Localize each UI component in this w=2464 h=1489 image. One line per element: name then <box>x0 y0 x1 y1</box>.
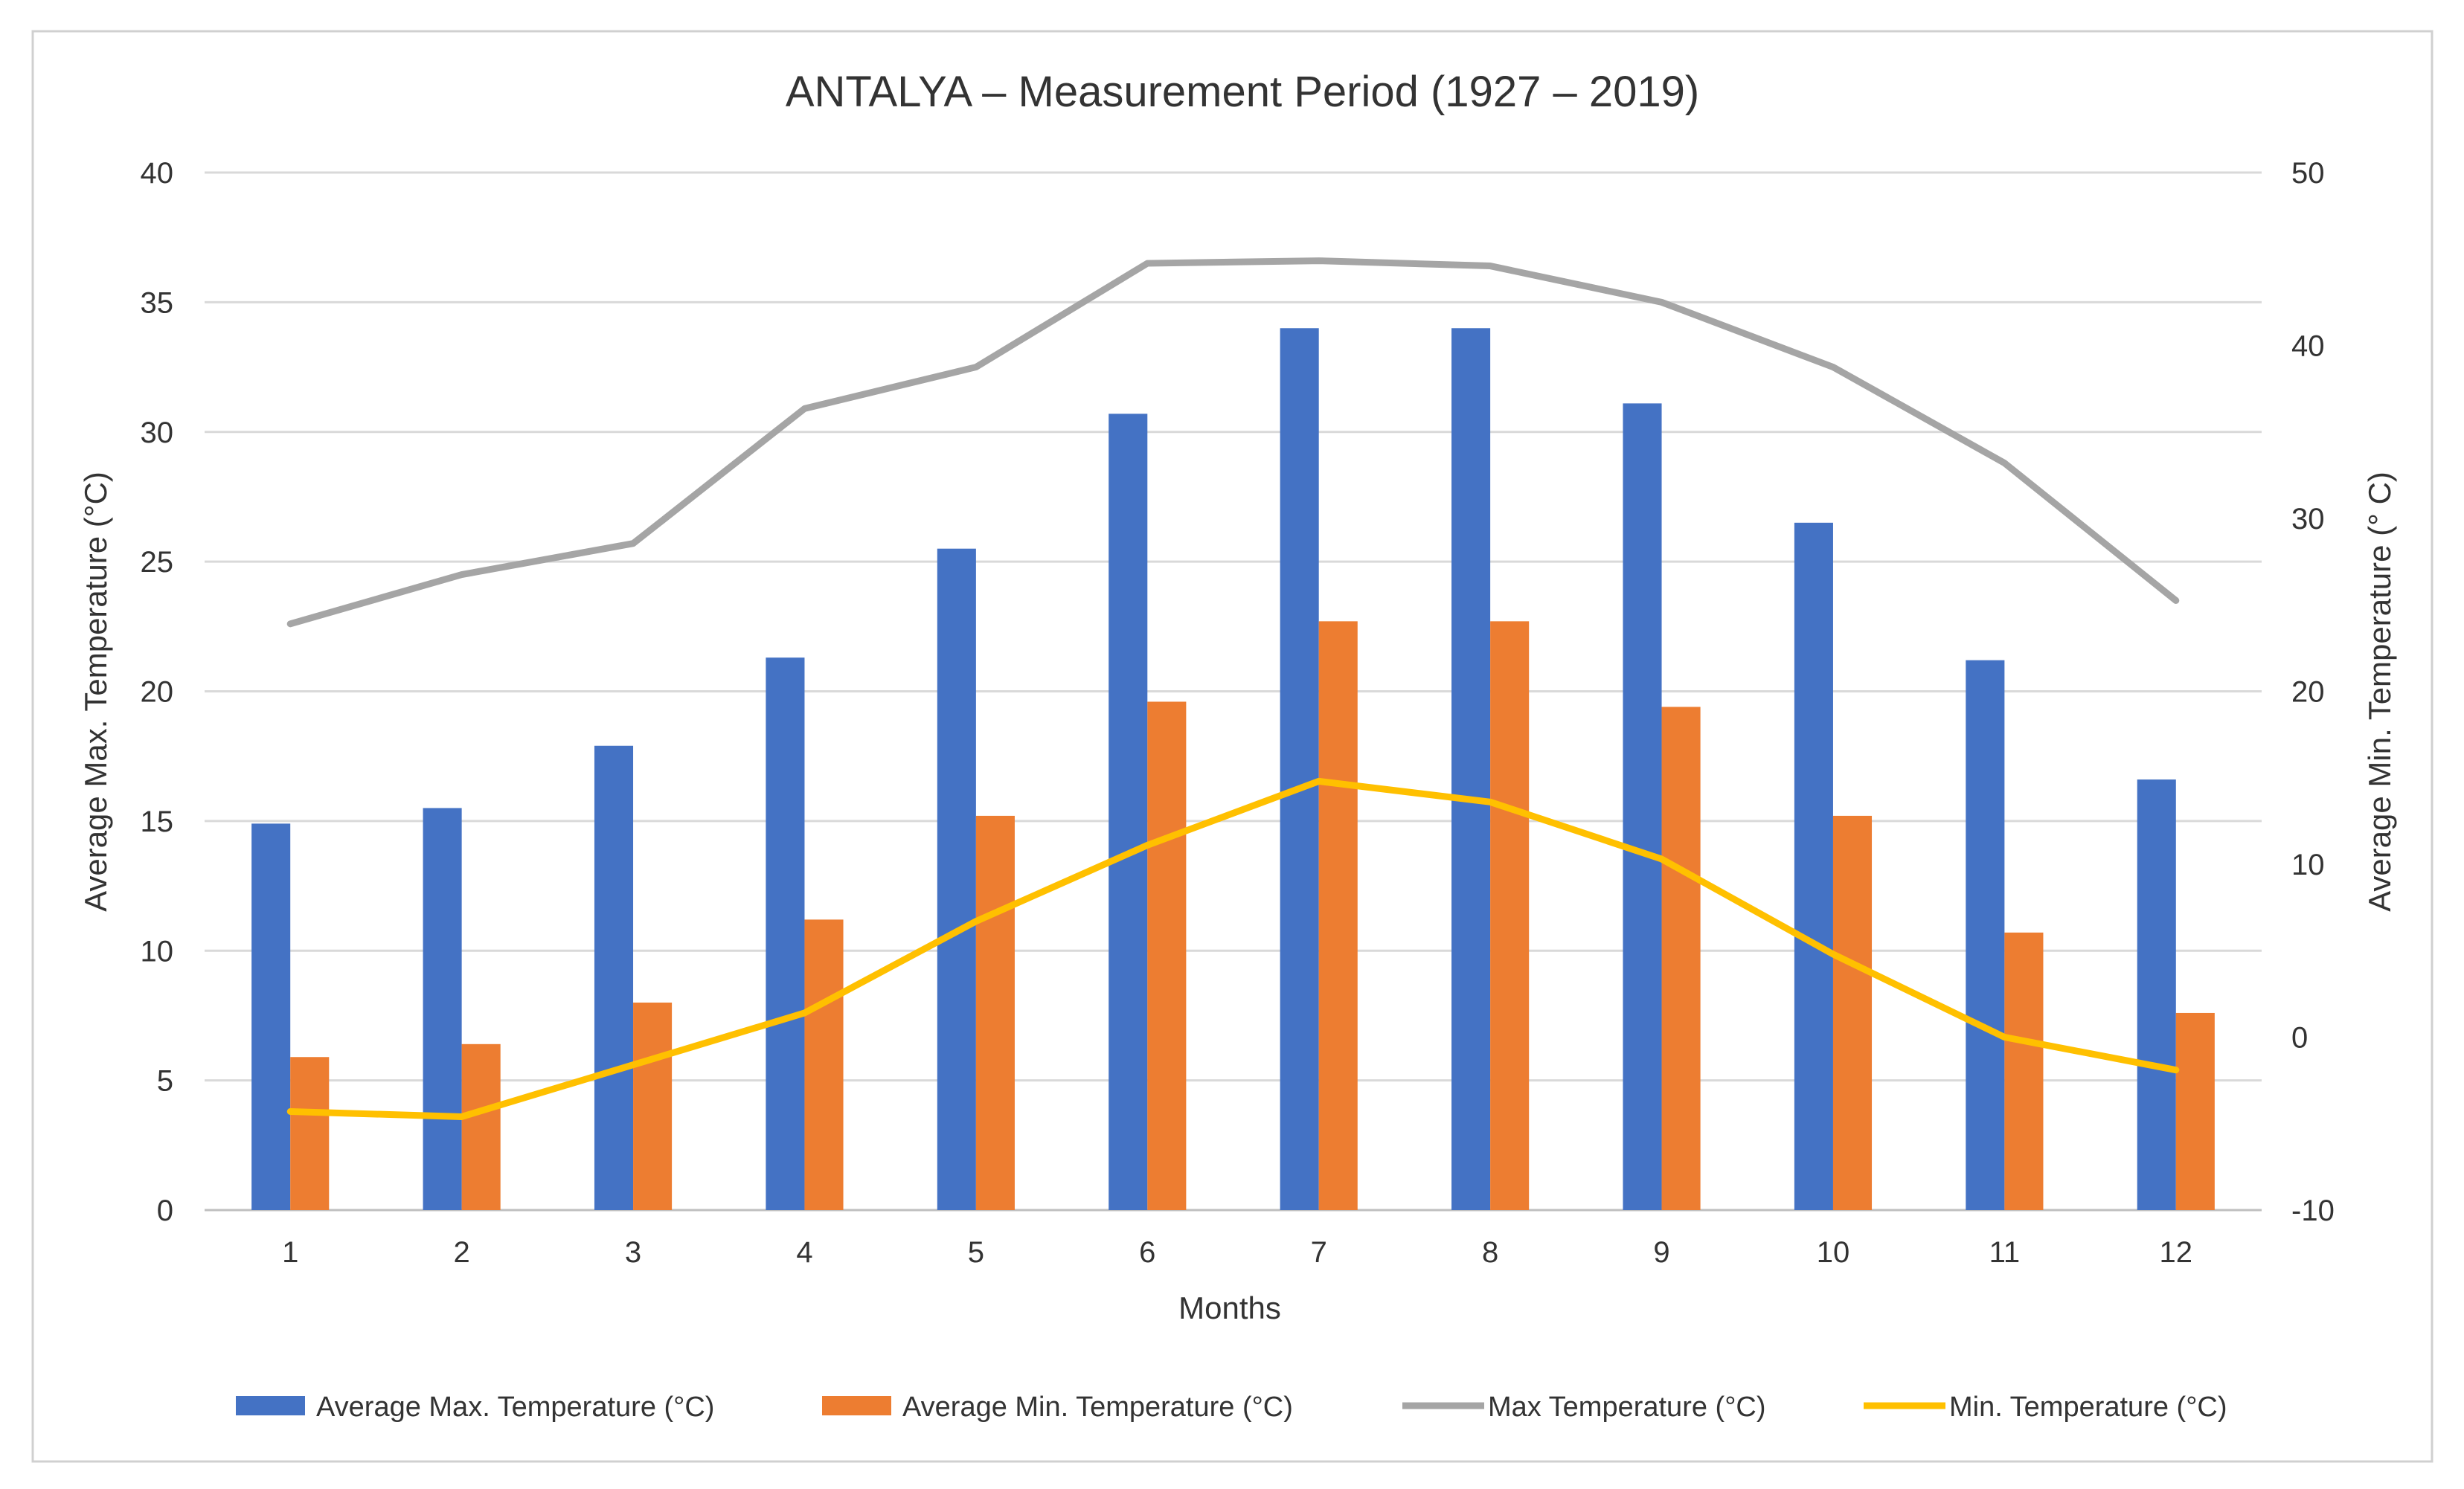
bar-avg-min <box>290 1057 330 1210</box>
bar-avg-max <box>1280 328 1319 1210</box>
y2-tick-label: 50 <box>2291 157 2325 190</box>
legend-label: Max Temperature (°C) <box>1488 1392 1766 1423</box>
bar-avg-min <box>1832 815 1873 1210</box>
chart-border <box>31 30 2433 1463</box>
y-tick-label: 35 <box>141 286 174 319</box>
bar-avg-min <box>1318 621 1358 1210</box>
y-tick-label: 0 <box>157 1194 173 1227</box>
chart-title: ANTALYA – Measurement Period (1927 – 201… <box>786 68 1699 116</box>
bar-avg-max <box>937 548 976 1210</box>
x-tick-label: 10 <box>1817 1236 1850 1269</box>
legend-swatch <box>822 1396 891 1415</box>
y-tick-label: 15 <box>141 805 174 838</box>
x-tick-label: 5 <box>968 1236 984 1269</box>
x-tick-label: 12 <box>2160 1236 2193 1269</box>
y2-tick-label: 40 <box>2291 330 2325 363</box>
bar-avg-min <box>2004 932 2044 1210</box>
bar-avg-max <box>1966 660 2005 1210</box>
bar-avg-min <box>2175 1012 2215 1210</box>
x-tick-label: 8 <box>1482 1236 1498 1269</box>
line-layer <box>286 257 2180 1120</box>
legend: Average Max. Temperature (°C) Average Min… <box>236 1392 2227 1423</box>
x-tick-label: 4 <box>796 1236 812 1269</box>
y2-tick-label: 20 <box>2291 676 2325 709</box>
x-tick-label: 2 <box>454 1236 470 1269</box>
y-tick-label: 30 <box>141 417 174 449</box>
bar-avg-min <box>804 919 844 1210</box>
bar-avg-min <box>461 1043 501 1210</box>
y-tick-label: 20 <box>141 676 174 709</box>
y2-tick-label: -10 <box>2291 1194 2335 1227</box>
legend-label: Min. Temperature (°C) <box>1949 1392 2227 1423</box>
x-tick-label: 3 <box>625 1236 641 1269</box>
x-tick-label: 7 <box>1311 1236 1327 1269</box>
bar-avg-min <box>633 1003 673 1210</box>
y2-tick-label: 30 <box>2291 503 2325 536</box>
bar-avg-max <box>423 808 462 1210</box>
bar-avg-max <box>1794 522 1833 1210</box>
legend-label: Average Max. Temperature (°C) <box>316 1392 714 1423</box>
y2-tick-label: 0 <box>2291 1022 2308 1055</box>
bar-avg-max <box>594 745 634 1210</box>
y-tick-label: 10 <box>141 935 174 968</box>
bar-avg-min <box>1490 621 1530 1210</box>
y-tick-label: 5 <box>157 1065 173 1098</box>
y2-tick-label: 10 <box>2291 849 2325 881</box>
line-min-temp <box>286 777 2180 1120</box>
bar-avg-max <box>251 823 291 1210</box>
line-max-temp <box>286 257 2180 628</box>
bar-avg-max <box>1109 414 1148 1210</box>
bar-avg-max <box>1623 403 1662 1211</box>
x-axis-title: Months <box>1178 1290 1281 1325</box>
y-axis-title: Average Max. Temperature (°C) <box>78 472 113 912</box>
bar-avg-min <box>1147 701 1187 1210</box>
legend-swatch <box>236 1396 305 1415</box>
bar-avg-max <box>766 657 805 1210</box>
x-tick-label: 9 <box>1653 1236 1669 1269</box>
y-tick-label: 25 <box>141 546 174 579</box>
x-tick-label: 1 <box>282 1236 298 1269</box>
bar-avg-max <box>2137 779 2176 1210</box>
y2-axis-title: Average Min. Temperature (° C) <box>2362 472 2397 912</box>
x-tick-label: 11 <box>1989 1236 2021 1269</box>
bar-layer <box>251 328 2215 1211</box>
y-tick-label: 40 <box>141 157 174 190</box>
bar-avg-max <box>1451 328 1491 1210</box>
bar-avg-min <box>975 815 1015 1210</box>
bar-avg-min <box>1661 707 1701 1210</box>
x-tick-label: 6 <box>1139 1236 1155 1269</box>
legend-label: Average Min. Temperature (°C) <box>902 1392 1293 1423</box>
